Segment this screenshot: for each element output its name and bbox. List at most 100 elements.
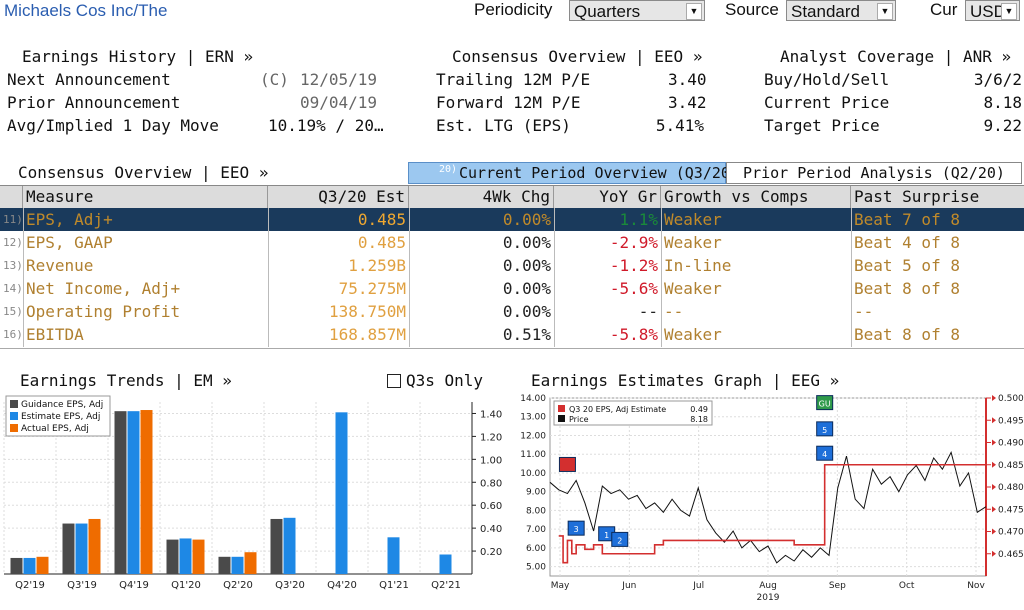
right-tick-arrow — [992, 484, 996, 490]
buy-hold-sell-value: 3/6/2 — [973, 70, 1022, 89]
confirmed-flag: (C) — [260, 70, 289, 89]
left-tick-label: 9.00 — [526, 488, 546, 498]
col-measure[interactable]: Measure — [23, 186, 268, 208]
periodicity-label: Periodicity — [474, 0, 553, 19]
col-growth-vs-comps[interactable]: Growth vs Comps — [661, 186, 851, 208]
bar-estimate-eps-adj — [387, 537, 400, 574]
currency-select[interactable]: USD ▼ — [965, 0, 1020, 21]
row-number: 12) — [3, 236, 23, 249]
legend-swatch — [558, 405, 565, 412]
source-select[interactable]: Standard ▼ — [786, 0, 896, 21]
cur-label: Cur — [930, 0, 958, 19]
right-tick-arrow — [992, 550, 996, 557]
tab-current-period[interactable]: 20) Current Period Overview (Q3/20) — [408, 162, 739, 184]
cell-4wk-chg: 0.00% — [502, 256, 551, 275]
row-number: 11) — [3, 213, 23, 226]
event-marker-label: 1 — [604, 531, 609, 540]
bar-actual-eps-adj — [140, 410, 153, 574]
y-tick-label: 0.80 — [480, 478, 502, 489]
legend-label: Actual EPS, Adj — [21, 424, 89, 434]
cell-yoy-growth: -5.6% — [609, 279, 658, 298]
periodicity-select[interactable]: Quarters ▼ — [569, 0, 705, 21]
bar-estimate-eps-adj — [335, 412, 348, 574]
bar-estimate-eps-adj — [127, 411, 140, 574]
x-tick-label: Jul — [692, 581, 704, 591]
legend-swatch — [558, 415, 565, 422]
cell-4wk-chg: 0.00% — [502, 302, 551, 321]
estimates-graph-title[interactable]: Earnings Estimates Graph | EEG » — [531, 371, 840, 390]
left-tick-label: 8.00 — [526, 506, 546, 516]
col-4wk-chg[interactable]: 4Wk Chg — [409, 186, 554, 208]
consensus-table — [0, 185, 1024, 349]
event-marker — [816, 421, 834, 437]
cell-past-surprise: Beat 8 of 8 — [854, 325, 960, 344]
earnings-trends-title[interactable]: Earnings Trends | EM » — [20, 371, 232, 390]
forward-pe-label: Forward 12M P/E — [436, 93, 581, 112]
row-number: 14) — [3, 282, 23, 295]
company-title: Michaels Cos Inc/The — [4, 1, 168, 20]
x-tick-label: Q2'19 — [15, 580, 45, 591]
x-tick-label: Q2'20 — [223, 580, 253, 591]
cell-estimate: 0.485 — [357, 233, 406, 252]
target-price-label: Target Price — [764, 116, 880, 135]
next-announcement-label: Next Announcement — [7, 70, 171, 89]
tab-prior-label: Prior Period Analysis (Q2/20) — [743, 164, 1005, 182]
legend-price-label: Price — [569, 415, 589, 424]
right-tick-arrow — [992, 395, 996, 401]
row-number: 13) — [3, 259, 23, 272]
y-tick-label: 1.40 — [480, 409, 502, 420]
event-marker — [567, 520, 585, 536]
analyst-coverage-title[interactable]: Analyst Coverage | ANR » — [780, 47, 1012, 66]
consensus-overview-title[interactable]: Consensus Overview | EEO » — [452, 47, 703, 66]
current-price-value: 8.18 — [983, 93, 1022, 112]
y-tick-label: 0.20 — [480, 547, 502, 558]
bar-actual-eps-adj — [36, 556, 49, 574]
consensus-table-title[interactable]: Consensus Overview | EEO » — [18, 163, 269, 182]
cell-yoy-growth: 1.1% — [619, 210, 658, 229]
earnings-estimates-chart: 5.00 6.00 7.00 8.00 9.00 10.00 11.00 12.00 13.00… — [520, 394, 1024, 603]
source-label: Source — [725, 0, 779, 19]
legend-estimate-value: 0.49 — [690, 405, 708, 414]
y-tick-label: 0.40 — [480, 524, 502, 535]
cell-4wk-chg: 0.00% — [502, 279, 551, 298]
cell-yoy-growth: -- — [638, 302, 658, 321]
x-tick-label: Q1'20 — [171, 580, 201, 591]
left-tick-label: 14.00 — [520, 394, 546, 404]
earnings-history-title[interactable]: Earnings History | ERN » — [22, 47, 254, 66]
event-marker — [816, 395, 834, 411]
chevron-down-icon: ▼ — [1001, 3, 1017, 20]
price-line — [549, 450, 987, 564]
left-tick-label: 6.00 — [526, 544, 546, 554]
event-marker — [558, 456, 576, 472]
cell-measure: Operating Profit — [26, 302, 181, 321]
tab-prior-period[interactable]: Prior Period Analysis (Q2/20) — [726, 162, 1022, 184]
x-tick-label: Q4'20 — [327, 580, 357, 591]
buy-hold-sell-label: Buy/Hold/Sell — [764, 70, 890, 89]
cell-estimate: 138.750M — [328, 302, 406, 321]
bar-actual-eps-adj — [244, 552, 257, 574]
bar-guidance-eps-adj — [10, 557, 23, 574]
right-tick-arrow — [992, 417, 996, 424]
y-tick-label: 0.60 — [480, 501, 502, 512]
forward-pe-value: 3.42 — [668, 93, 707, 112]
prior-announcement-label: Prior Announcement — [7, 93, 181, 112]
x-tick-label: Aug — [759, 581, 777, 591]
x-tick-label: Sep — [829, 581, 846, 591]
x-tick-label: Q4'19 — [119, 580, 149, 591]
next-announcement-value: 12/05/19 — [300, 70, 378, 89]
right-tick-label: 0.470 — [998, 528, 1024, 538]
row-number: 16) — [3, 328, 23, 341]
event-marker-label: 2 — [617, 536, 622, 545]
col-past-surprise[interactable]: Past Surprise — [851, 186, 1024, 208]
legend-swatch — [10, 400, 18, 408]
legend-price-value: 8.18 — [690, 415, 708, 424]
q3s-only-checkbox[interactable] — [387, 374, 401, 388]
tab-number: 20) — [439, 164, 458, 175]
bar-guidance-eps-adj — [270, 518, 283, 574]
x-tick-label: Q1'21 — [379, 580, 409, 591]
col-estimate[interactable]: Q3/20 Est — [268, 186, 409, 208]
right-tick-arrow — [992, 528, 996, 535]
periodicity-value: Quarters — [574, 2, 641, 21]
bar-actual-eps-adj — [88, 518, 101, 574]
col-yoy-growth[interactable]: YoY Gr — [554, 186, 661, 208]
